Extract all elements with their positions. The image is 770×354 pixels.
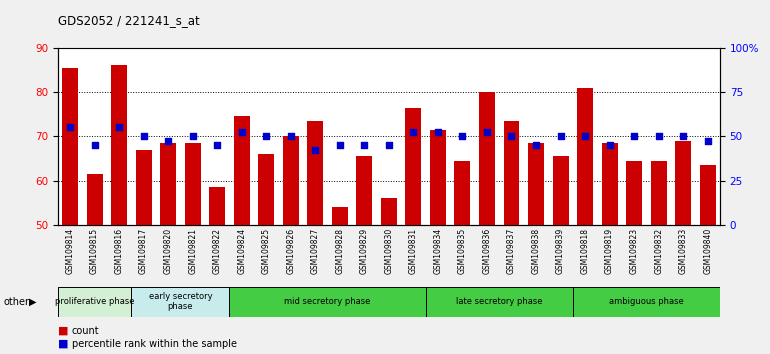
Bar (283, 136, 299, 225)
Point (407, 129, 420, 135)
Point (530, 142, 542, 148)
Point (383, 142, 395, 148)
Bar (405, 108, 421, 225)
Bar (381, 198, 397, 225)
Point (137, 133, 149, 139)
Bar (160, 143, 176, 225)
Bar (357, 156, 373, 225)
Bar (185, 143, 201, 225)
Point (333, 142, 346, 148)
Bar (430, 130, 446, 225)
Text: ▶: ▶ (29, 297, 37, 307)
Bar (479, 92, 495, 225)
Text: count: count (72, 326, 99, 336)
Bar (553, 156, 568, 225)
Point (113, 125, 126, 130)
Text: ■: ■ (58, 339, 69, 349)
Point (64, 125, 76, 130)
Bar (528, 143, 544, 225)
Point (89, 142, 101, 148)
Text: mid secretory phase: mid secretory phase (284, 297, 370, 306)
Bar (111, 65, 127, 225)
Bar (234, 116, 249, 225)
Bar (573, 287, 720, 317)
Point (211, 142, 223, 148)
Point (652, 133, 665, 139)
Text: ambiguous phase: ambiguous phase (609, 297, 684, 306)
Point (309, 147, 321, 152)
Text: ■: ■ (58, 326, 69, 336)
Point (285, 133, 297, 139)
Bar (504, 121, 520, 225)
Point (579, 133, 591, 139)
Bar (426, 287, 573, 317)
Point (236, 129, 248, 135)
Point (260, 133, 273, 139)
Point (701, 138, 714, 144)
Bar (454, 161, 470, 225)
Point (162, 138, 174, 144)
Bar (62, 68, 78, 225)
Bar (626, 161, 642, 225)
Bar (577, 88, 593, 225)
Point (358, 142, 370, 148)
Bar (58, 287, 132, 317)
Bar (601, 143, 618, 225)
Bar (132, 287, 229, 317)
Point (554, 133, 567, 139)
Bar (86, 174, 102, 225)
Point (432, 129, 444, 135)
Point (480, 129, 493, 135)
Bar (229, 287, 426, 317)
Bar (307, 121, 323, 225)
Bar (332, 207, 348, 225)
Bar (136, 149, 152, 225)
Point (457, 133, 469, 139)
Bar (209, 187, 225, 225)
Text: late secretory phase: late secretory phase (456, 297, 543, 306)
Point (505, 133, 517, 139)
Bar (651, 161, 667, 225)
Point (677, 133, 689, 139)
Text: other: other (4, 297, 30, 307)
Bar (258, 154, 274, 225)
Text: percentile rank within the sample: percentile rank within the sample (72, 339, 236, 349)
Text: proliferative phase: proliferative phase (55, 297, 134, 306)
Point (604, 142, 616, 148)
Text: GDS2052 / 221241_s_at: GDS2052 / 221241_s_at (58, 14, 199, 27)
Bar (675, 141, 691, 225)
Point (186, 133, 199, 139)
Point (628, 133, 641, 139)
Text: early secretory
phase: early secretory phase (149, 292, 213, 312)
Bar (700, 165, 715, 225)
